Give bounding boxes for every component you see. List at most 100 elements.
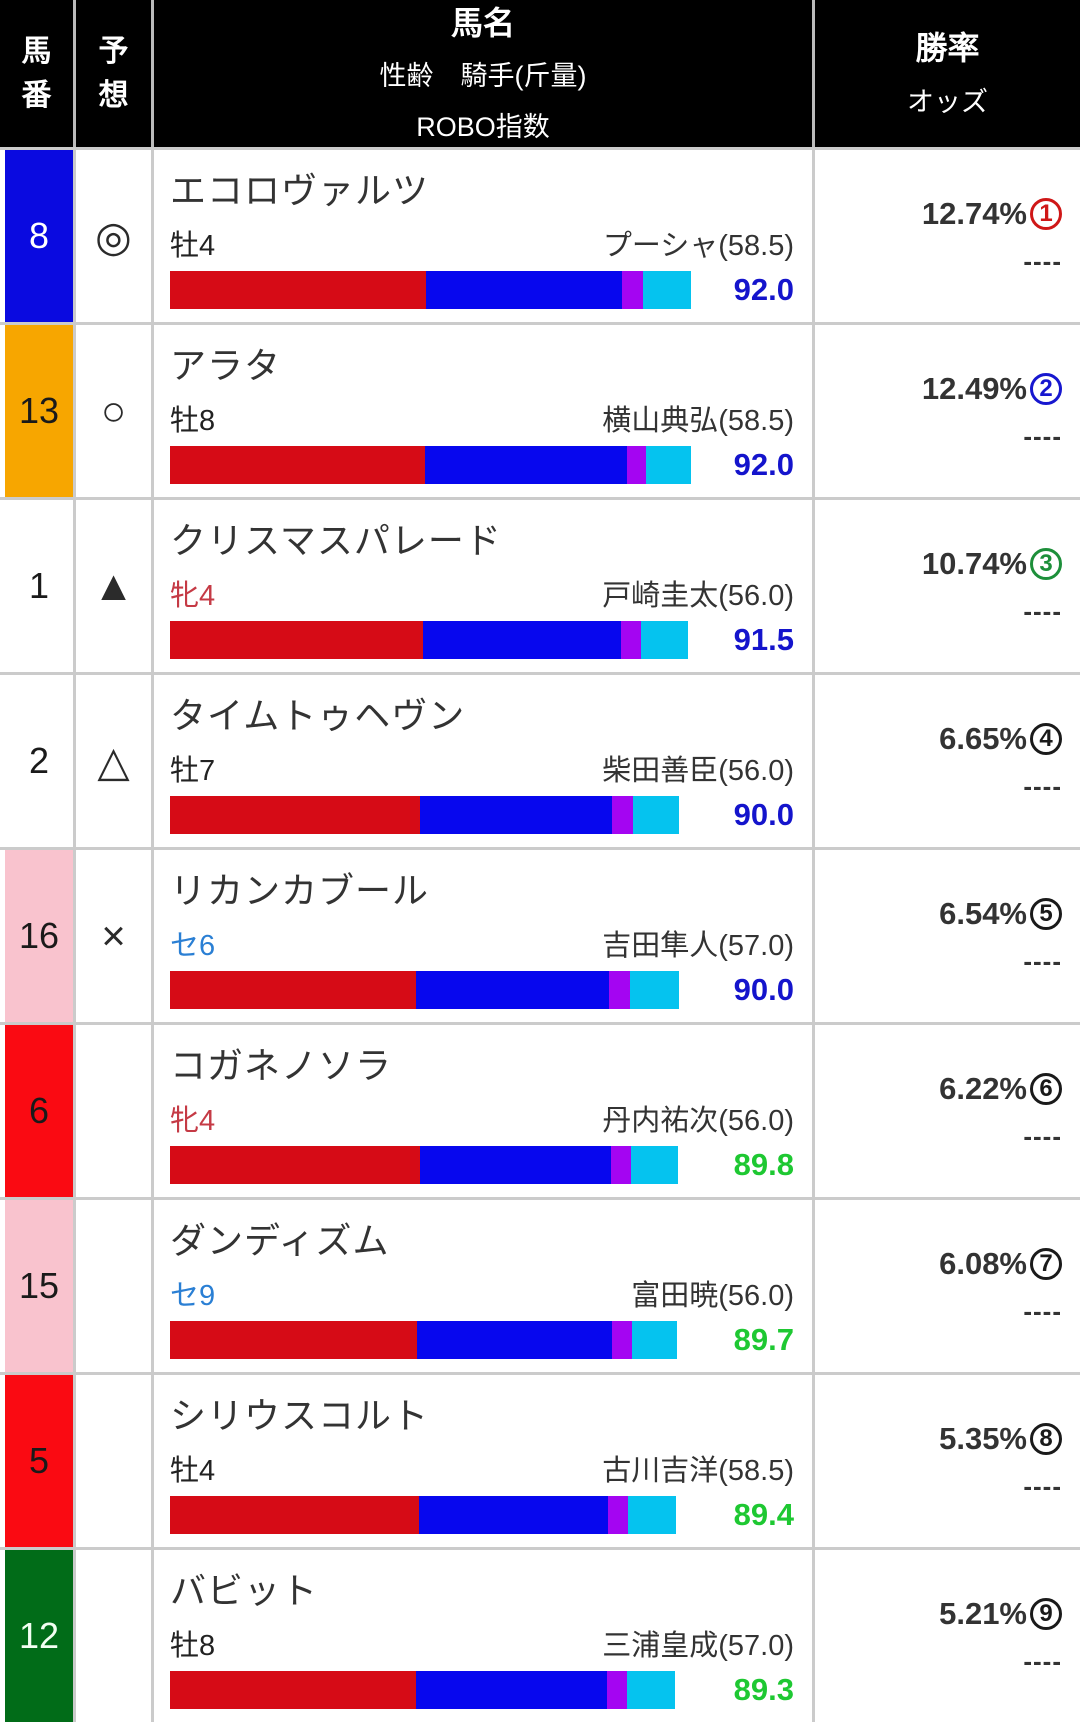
bar-segment-blue — [423, 621, 621, 659]
win-rate-value: 10.74% — [921, 545, 1027, 581]
odds-value: ---- — [1023, 1120, 1062, 1151]
win-rate-cell: 6.65% 4 ---- — [815, 675, 1080, 847]
prediction-mark: ◎ — [95, 212, 132, 260]
bar-segment-blue — [419, 1496, 608, 1534]
odds-value: ---- — [1023, 945, 1062, 976]
horse-row[interactable]: 6 コガネノソラ 牝4 丹内祐次(56.0) 89.8 — [0, 1022, 1080, 1197]
table-header: 馬番 予想 馬名 性齢 騎手(斤量) ROBO指数 勝率 オッズ — [0, 0, 1080, 147]
win-rate-value: 6.08% — [939, 1245, 1027, 1281]
horse-info-cell: コガネノソラ 牝4 丹内祐次(56.0) 89.8 — [154, 1025, 815, 1197]
horse-name: アラタ — [170, 345, 282, 386]
horse-row[interactable]: 8 ◎ エコロヴァルツ 牡4 プーシャ(58.5) 92.0 — [0, 147, 1080, 322]
robo-index-bar — [170, 1671, 694, 1709]
odds-value: ---- — [1023, 245, 1062, 276]
odds-value: ---- — [1023, 420, 1062, 451]
header-horse-number: 馬番 — [0, 0, 76, 147]
header-robo-index-label: ROBO指数 — [416, 112, 550, 143]
prediction-mark-cell: ◎ — [76, 150, 154, 322]
horse-info-cell: バビット 牡8 三浦皇成(57.0) 89.3 — [154, 1550, 815, 1722]
rank-circled-number: 8 — [1030, 1422, 1062, 1455]
horse-row[interactable]: 16 × リカンカブール セ6 吉田隼人(57.0) 90.0 — [0, 847, 1080, 1022]
horse-name: コガネノソラ — [170, 1045, 393, 1086]
robo-index-bar — [170, 1496, 694, 1534]
horse-name: ダンディズム — [170, 1220, 390, 1261]
sex-age: 牝4 — [170, 580, 216, 612]
horse-name: エコロヴァルツ — [170, 170, 430, 211]
horse-number-cell: 16 — [0, 850, 76, 1022]
prediction-mark: × — [101, 912, 126, 959]
bar-segment-cyan — [643, 271, 691, 309]
prediction-mark-cell — [76, 1200, 154, 1372]
robo-index-value: 89.3 — [733, 1672, 794, 1707]
horse-number: 15 — [18, 1265, 60, 1306]
horse-number: 5 — [28, 1440, 50, 1481]
rank-circled-number: 2 — [1030, 372, 1062, 405]
horse-number: 16 — [18, 915, 60, 956]
robo-index-value: 89.7 — [733, 1322, 794, 1357]
horse-row[interactable]: 5 シリウスコルト 牡4 古川吉洋(58.5) 89.4 — [0, 1372, 1080, 1547]
win-rate-value: 6.22% — [939, 1070, 1027, 1106]
jockey-weight: 戸崎圭太(56.0) — [602, 580, 794, 612]
bar-segment-purple — [621, 621, 641, 659]
win-rate-cell: 6.08% 7 ---- — [815, 1200, 1080, 1372]
win-rate-value: 12.49% — [921, 370, 1027, 406]
win-rate-value: 12.74% — [921, 195, 1027, 231]
bar-segment-purple — [612, 1321, 632, 1359]
prediction-mark-cell — [76, 1025, 154, 1197]
horse-row[interactable]: 15 ダンディズム セ9 富田暁(56.0) 89.7 — [0, 1197, 1080, 1372]
win-rate-value: 6.65% — [939, 720, 1027, 756]
robo-index-bar — [170, 796, 694, 834]
horse-number-cell: 1 — [0, 500, 76, 672]
horse-row[interactable]: 12 バビット 牡8 三浦皇成(57.0) 89.3 5 — [0, 1547, 1080, 1722]
bar-segment-purple — [608, 1496, 628, 1534]
bar-segment-blue — [416, 1671, 607, 1709]
robo-index-bar — [170, 1146, 694, 1184]
horse-row[interactable]: 1 ▲ クリスマスパレード 牝4 戸崎圭太(56.0) 91.5 — [0, 497, 1080, 672]
robo-index-value: 89.4 — [733, 1497, 794, 1532]
horse-row[interactable]: 13 ○ アラタ 牡8 横山典弘(58.5) 92.0 1 — [0, 322, 1080, 497]
header-horse-number-label: 馬番 — [21, 35, 52, 112]
prediction-mark-cell: ▲ — [76, 500, 154, 672]
horse-info-cell: アラタ 牡8 横山典弘(58.5) 92.0 — [154, 325, 815, 497]
header-horse-name: 馬名 性齢 騎手(斤量) ROBO指数 — [154, 0, 815, 147]
horse-info-cell: エコロヴァルツ 牡4 プーシャ(58.5) 92.0 — [154, 150, 815, 322]
horse-number-cell: 12 — [0, 1550, 76, 1722]
robo-index-value: 90.0 — [733, 797, 794, 832]
bar-segment-blue — [420, 796, 612, 834]
prediction-mark-cell: △ — [76, 675, 154, 847]
horse-number: 1 — [28, 565, 50, 606]
prediction-mark: ○ — [100, 387, 127, 434]
header-prediction-label: 予想 — [98, 35, 129, 112]
bar-segment-purple — [609, 971, 630, 1009]
bar-segment-red — [170, 1321, 417, 1359]
jockey-weight: プーシャ(58.5) — [602, 230, 794, 262]
bar-segment-red — [170, 446, 425, 484]
jockey-weight: 吉田隼人(57.0) — [602, 930, 794, 962]
robo-index-bar — [170, 621, 694, 659]
win-rate-value: 6.54% — [939, 895, 1027, 931]
win-rate-cell: 6.22% 6 ---- — [815, 1025, 1080, 1197]
horse-row[interactable]: 2 △ タイムトゥヘヴン 牡7 柴田善臣(56.0) 90.0 — [0, 672, 1080, 847]
bar-segment-cyan — [646, 446, 691, 484]
bar-segment-purple — [607, 1671, 627, 1709]
win-rate-value: 5.21% — [939, 1595, 1027, 1631]
sex-age: セ6 — [170, 930, 216, 962]
horse-name: タイムトゥヘヴン — [170, 695, 466, 736]
robo-index-bar — [170, 446, 694, 484]
rank-circled-number: 3 — [1030, 547, 1062, 580]
bar-segment-cyan — [641, 621, 688, 659]
bar-segment-blue — [425, 446, 627, 484]
horse-number: 6 — [28, 1090, 50, 1131]
win-rate-cell: 12.74% 1 ---- — [815, 150, 1080, 322]
bar-segment-red — [170, 1496, 419, 1534]
jockey-weight: 富田暁(56.0) — [631, 1280, 794, 1312]
horse-name: クリスマスパレード — [170, 520, 502, 561]
jockey-weight: 横山典弘(58.5) — [602, 405, 794, 437]
win-rate-cell: 10.74% 3 ---- — [815, 500, 1080, 672]
sex-age: 牡7 — [170, 755, 216, 787]
bar-segment-cyan — [630, 971, 679, 1009]
jockey-weight: 三浦皇成(57.0) — [602, 1630, 794, 1662]
robo-index-bar — [170, 971, 694, 1009]
sex-age: セ9 — [170, 1280, 216, 1312]
